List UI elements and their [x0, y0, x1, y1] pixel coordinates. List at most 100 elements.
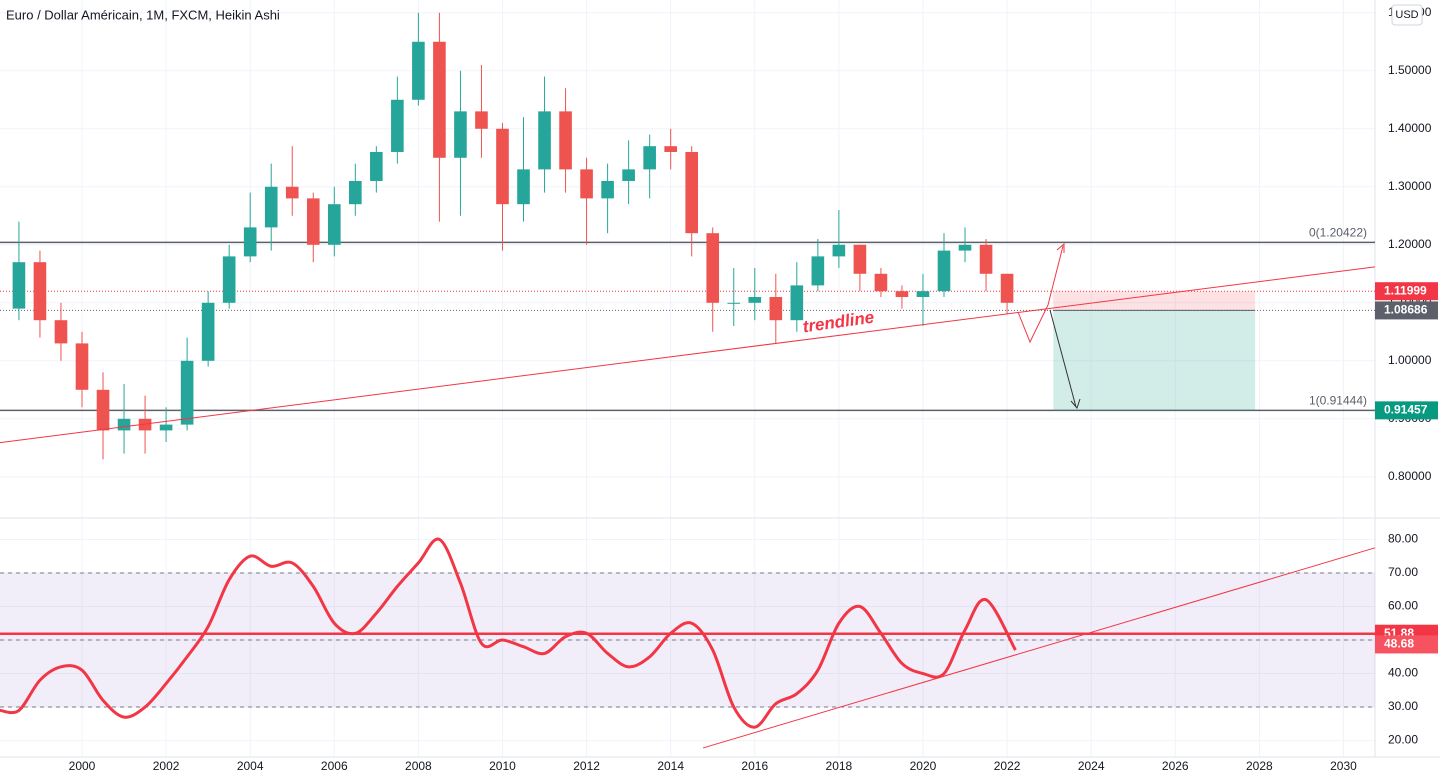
candle-body [264, 186, 278, 228]
candle-body [412, 41, 425, 100]
candle-body [538, 111, 551, 170]
x-tick-label: 2012 [573, 759, 600, 773]
candle-body [874, 273, 888, 292]
x-tick-label: 2030 [1330, 759, 1357, 773]
y-tick-label: 40.00 [1388, 666, 1418, 680]
horizontal-line-label: 1(0.91444) [1309, 394, 1367, 408]
price-label: 48.68 [1384, 637, 1414, 651]
candle-body [54, 320, 68, 344]
candle-body [664, 146, 677, 152]
price-label: 1.08686 [1384, 303, 1428, 317]
x-tick-label: 2006 [321, 759, 348, 773]
price-label: 1.11999 [1384, 283, 1427, 297]
candle-body [580, 169, 593, 199]
x-tick-label: 2022 [994, 759, 1021, 773]
x-tick-label: 2008 [405, 759, 432, 773]
candle-body [622, 169, 635, 181]
y-tick-label: 20.00 [1388, 733, 1418, 747]
candle-body [138, 418, 152, 431]
x-tick-label: 2020 [910, 759, 937, 773]
candle-body [12, 262, 26, 309]
candle-body [433, 41, 446, 158]
x-tick-label: 2010 [489, 759, 516, 773]
currency-label: USD [1395, 9, 1418, 21]
x-tick-label: 2000 [69, 759, 96, 773]
chart-title: Euro / Dollar Américain, 1M, FXCM, Heiki… [6, 7, 280, 22]
candle-body [327, 204, 341, 245]
currency-badge [1391, 4, 1423, 26]
candle-body [748, 296, 762, 303]
x-tick-label: 2018 [826, 759, 853, 773]
candle-body [117, 418, 131, 431]
candle-body [517, 169, 530, 205]
y-tick-label: 1.20000 [1388, 237, 1432, 251]
y-tick-label: 1.40000 [1388, 121, 1432, 135]
candle-body [979, 244, 993, 274]
candle-body [159, 424, 173, 431]
x-tick-label: 2002 [153, 759, 180, 773]
candle-body [727, 302, 741, 304]
candle-body [306, 198, 320, 245]
candle-body [937, 250, 951, 292]
candle-body [685, 151, 699, 234]
candle-body [454, 111, 467, 158]
candle-body [285, 186, 299, 199]
y-tick-label: 70.00 [1388, 565, 1418, 579]
position-stop-zone [1053, 291, 1256, 311]
candle-body [180, 360, 194, 425]
y-tick-label: 1.50000 [1388, 63, 1432, 77]
price-label-box [1375, 635, 1438, 654]
candle-body [1000, 273, 1014, 303]
rsi-trendline [702, 547, 1376, 749]
candle-body [370, 151, 383, 181]
arrow-head [1056, 242, 1065, 253]
candle-body [349, 180, 362, 205]
candle-body [853, 244, 867, 274]
candle-body [601, 180, 614, 199]
candle-body [222, 256, 236, 303]
candle-body [895, 291, 909, 297]
arrow-path [1049, 309, 1077, 408]
x-tick-label: 2028 [1246, 759, 1273, 773]
horizontal-line-label: 0(1.20422) [1309, 226, 1367, 240]
price-label: 0.91457 [1384, 403, 1428, 417]
price-label-box [1375, 282, 1438, 301]
candle-body [75, 343, 89, 390]
trendline [0, 266, 1376, 444]
y-tick-label: 30.00 [1388, 699, 1418, 713]
candle-body [475, 111, 488, 129]
y-tick-label: 1.30000 [1388, 179, 1432, 193]
x-tick-label: 2014 [657, 759, 684, 773]
candle-body [643, 146, 656, 170]
rsi-line [0, 537, 1017, 729]
y-tick-label: 60.00 [1388, 599, 1418, 613]
candle-body [916, 291, 930, 297]
projection-up [1017, 242, 1065, 344]
y-tick-label: 80.00 [1388, 532, 1418, 546]
price-label-box [1375, 301, 1438, 320]
candle-body [559, 111, 572, 170]
arrow-path [1017, 245, 1064, 344]
x-tick-label: 2024 [1078, 759, 1105, 773]
candle-body [201, 302, 215, 361]
position-target-zone [1053, 310, 1256, 411]
candle-body [391, 99, 404, 152]
candle-body [790, 285, 804, 321]
projection-down [1049, 309, 1081, 409]
y-tick-label: 0.80000 [1388, 469, 1432, 483]
price-label-box [1375, 401, 1438, 420]
y-tick-label: 1.00000 [1388, 353, 1432, 367]
candle-body [769, 296, 783, 321]
candle-body [243, 227, 257, 257]
candle-body [811, 256, 825, 286]
candle-body [496, 128, 509, 205]
arrow-head [1070, 398, 1081, 409]
candle-body [706, 233, 720, 303]
candle-body [96, 389, 110, 431]
candle-body [33, 262, 47, 321]
candle-body [958, 244, 972, 251]
candle-body [832, 244, 846, 257]
x-tick-label: 2026 [1162, 759, 1189, 773]
